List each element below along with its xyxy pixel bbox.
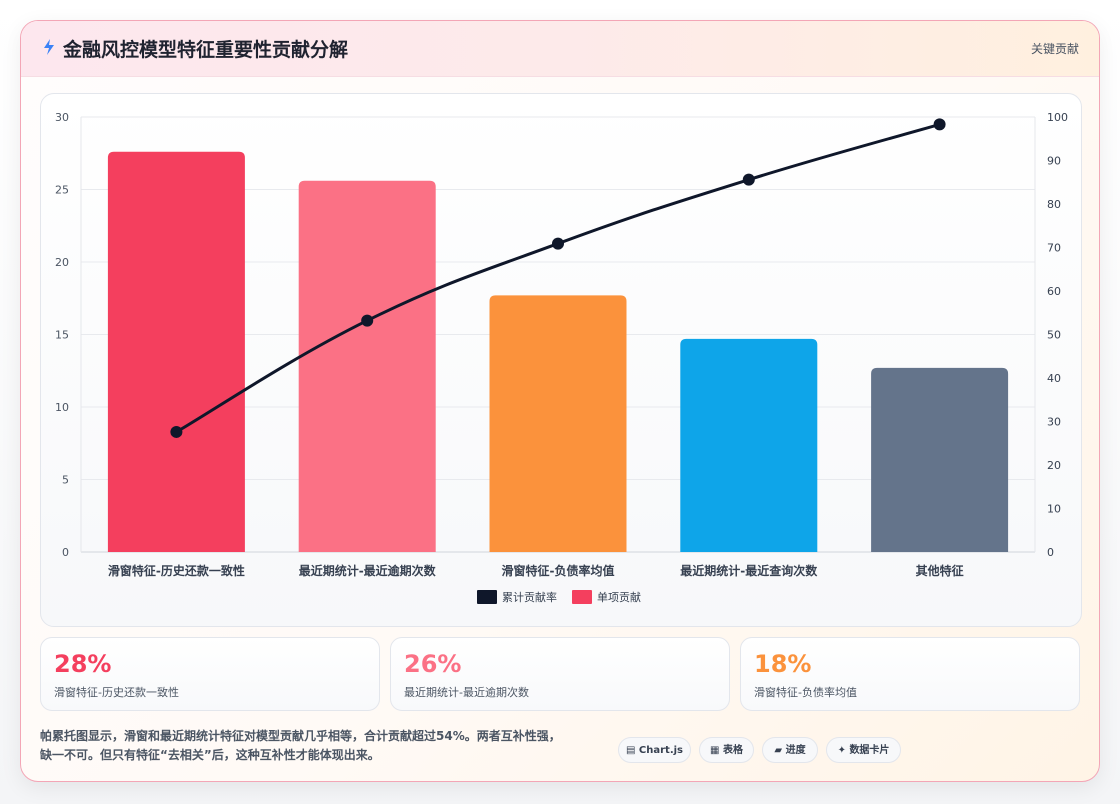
summary-note-line-1: 帕累托图显示，滑窗和最近期统计特征对模型贡献几乎相等，合计贡献超过54%。两者互…: [40, 729, 561, 743]
lightning-icon: [44, 39, 54, 55]
cumulative-point: [552, 237, 564, 250]
bar: [871, 367, 1009, 552]
x-tick-label: 最近期统计-最近查询次数: [680, 563, 818, 578]
legend-label: 累计贡献率: [502, 590, 557, 604]
page-title: 金融风控模型特征重要性贡献分解: [63, 39, 349, 61]
y-tick-label: 10: [55, 401, 69, 414]
x-tick-label: 滑窗特征-负债率均值: [502, 563, 615, 578]
y2-tick-label: 30: [1047, 416, 1061, 429]
chart-panel: 0 5 10 15 20 25 30 0 10 20 30 40 50 60 70 80 90 100 滑窗特征-历…: [40, 93, 1082, 627]
chip-label: Chart.js: [638, 745, 684, 756]
x-tick-label: 其他特征: [916, 563, 964, 578]
pareto-chart: 0 5 10 15 20 25 30 0 10 20 30 40 50 60 70 80 90 100 滑窗特征-历…: [55, 111, 1068, 604]
bar: [298, 180, 436, 553]
summary-note: 帕累托图显示，滑窗和最近期统计特征对模型贡献几乎相等，合计贡献超过54%。两者互…: [40, 727, 610, 765]
stat-label: 滑窗特征-历史还款一致性: [54, 686, 179, 699]
card-header: 金融风控模型特征重要性贡献分解 关键贡献: [21, 21, 1099, 77]
chip-label: 进度: [785, 745, 806, 756]
y-tick-label: 5: [62, 474, 69, 487]
chip-label: 表格: [722, 745, 743, 756]
bar: [680, 338, 818, 552]
x-tick-label: 滑窗特征-历史还款一致性: [108, 563, 245, 578]
y2-tick-label: 90: [1047, 155, 1061, 168]
y2-tick-label: 60: [1047, 285, 1061, 298]
y-tick-label: 0: [62, 546, 69, 559]
legend-label: 单项贡献: [597, 590, 641, 604]
y2-tick-label: 70: [1047, 242, 1061, 255]
progress-icon: ▰: [774, 745, 786, 756]
y2-tick-label: 80: [1047, 198, 1061, 211]
summary-note-line-2: 缺一不可。但只有特征“去相关”后，这种互补性才能体现出来。: [40, 748, 380, 762]
chip-label: 数据卡片: [849, 745, 890, 756]
stat-card-1: 28% 滑窗特征-历史还款一致性: [40, 637, 380, 711]
cumulative-point: [933, 118, 946, 131]
stat-value: 18%: [754, 650, 812, 678]
cumulative-point: [361, 314, 374, 327]
cumulative-point: [742, 173, 755, 186]
card-icon: ✦: [837, 745, 850, 756]
stat-value: 26%: [404, 650, 462, 678]
stat-label: 滑窗特征-负债率均值: [754, 686, 857, 699]
stat-label: 最近期统计-最近逾期次数: [404, 686, 529, 699]
stat-card-2: 26% 最近期统计-最近逾期次数: [390, 637, 730, 711]
y-tick-label: 30: [55, 111, 69, 124]
x-tick-label: 最近期统计-最近逾期次数: [299, 563, 437, 578]
y2-tick-label: 10: [1047, 503, 1061, 516]
y2-tick-label: 100: [1047, 111, 1068, 124]
main-card: 金融风控模型特征重要性贡献分解 关键贡献 0 5 10 15 20 25 30 0 10 20 30…: [20, 20, 1100, 782]
stat-card-3: 18% 滑窗特征-负债率均值: [740, 637, 1080, 711]
y-tick-label: 20: [55, 256, 69, 269]
y2-tick-label: 0: [1047, 546, 1054, 559]
chip-progress[interactable]: ▰ 进度: [762, 737, 818, 763]
y2-tick-label: 40: [1047, 372, 1061, 385]
legend-swatch-cumulative: [477, 590, 497, 604]
y2-tick-label: 50: [1047, 329, 1061, 342]
y-tick-label: 25: [55, 184, 69, 197]
chip-chartjs[interactable]: ▤ Chart.js: [618, 737, 691, 763]
cumulative-point: [170, 425, 183, 438]
y-tick-label: 15: [55, 329, 69, 342]
header-tag: 关键贡献: [1030, 42, 1079, 56]
chip-data-card[interactable]: ✦ 数据卡片: [826, 737, 901, 763]
stat-value: 28%: [54, 650, 112, 678]
table-icon: ▦: [710, 745, 723, 756]
chip-table[interactable]: ▦ 表格: [699, 737, 754, 763]
y2-tick-label: 20: [1047, 459, 1061, 472]
bar: [107, 151, 245, 553]
chart-icon: ▤: [625, 745, 639, 756]
bar: [489, 295, 627, 552]
legend-swatch-single: [572, 590, 592, 604]
